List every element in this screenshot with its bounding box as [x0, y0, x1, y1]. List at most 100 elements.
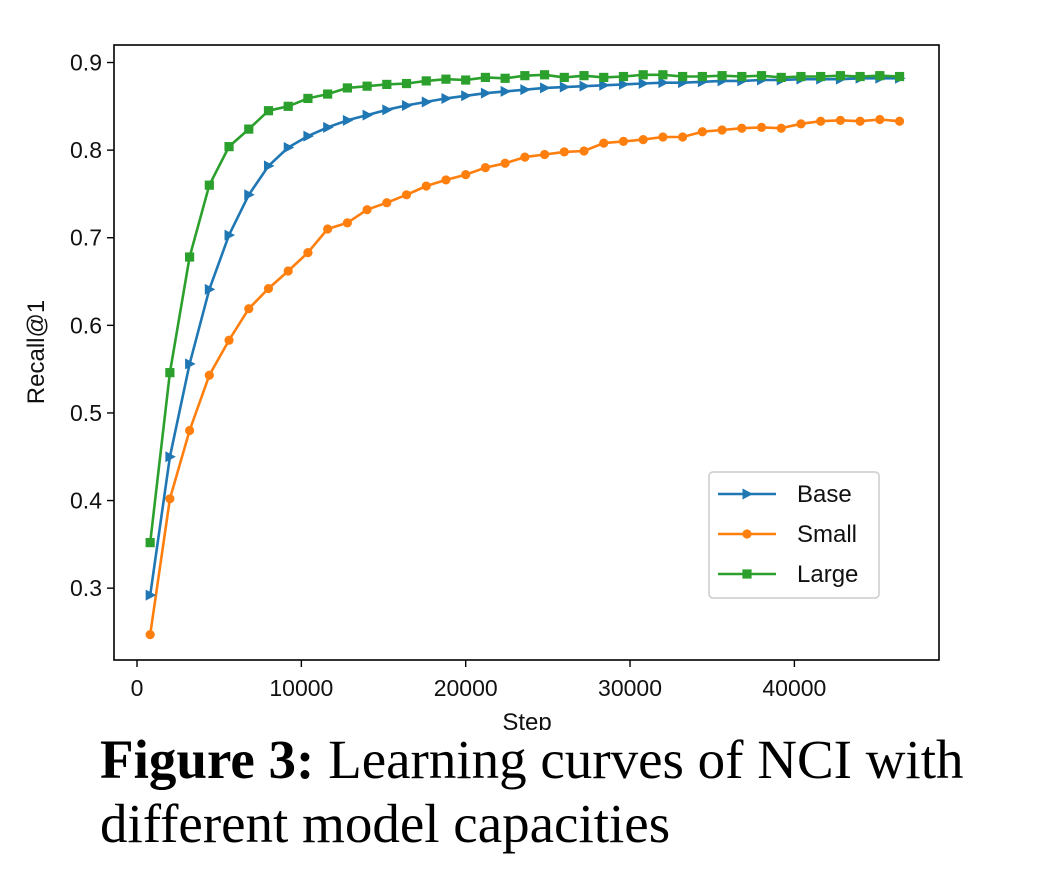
caption-text: Learning curves of NCI with different mo…	[100, 729, 964, 854]
data-point-base	[441, 92, 452, 104]
data-point-small	[796, 119, 806, 129]
y-axis-label: Recall@1	[23, 300, 50, 404]
data-point-large	[224, 142, 234, 152]
data-point-base	[520, 84, 531, 96]
data-point-base	[323, 121, 334, 133]
data-point-base	[618, 78, 630, 90]
data-point-large	[579, 71, 589, 81]
data-point-large	[599, 72, 609, 83]
data-point-base	[224, 229, 236, 241]
data-point-large	[263, 106, 274, 116]
x-axis-label: Step	[502, 709, 551, 730]
y-tick-label: 0.7	[70, 225, 102, 251]
data-point-large	[539, 70, 550, 80]
data-point-base	[461, 90, 472, 102]
data-point-small	[480, 163, 491, 173]
data-point-large	[559, 72, 569, 83]
legend-item-base: Base	[718, 481, 852, 508]
x-axis: 0 10000 20000 30000 40000	[131, 660, 826, 701]
data-point-small	[678, 132, 688, 142]
data-point-large	[480, 72, 491, 83]
data-point-small	[539, 149, 550, 160]
data-point-large	[441, 74, 451, 84]
y-tick-label: 0.6	[70, 312, 102, 338]
data-point-large	[756, 71, 767, 81]
data-point-base	[362, 109, 374, 121]
data-point-large	[244, 124, 254, 134]
legend-marker-small	[742, 529, 752, 539]
y-tick-label: 0.3	[70, 575, 102, 601]
data-point-large	[382, 79, 392, 90]
data-point-small	[165, 494, 175, 504]
data-point-small	[441, 175, 451, 185]
data-point-base	[559, 81, 571, 93]
y-tick-label: 0.4	[70, 488, 102, 514]
data-point-small	[816, 116, 826, 126]
data-point-large	[401, 78, 412, 89]
data-point-large	[816, 71, 826, 82]
data-point-base	[540, 82, 551, 94]
series-layer	[145, 70, 906, 640]
x-tick-label: 10000	[269, 675, 333, 701]
data-point-base	[382, 104, 393, 116]
data-point-small	[835, 115, 845, 125]
data-point-small	[303, 248, 313, 258]
data-point-base	[283, 142, 295, 153]
legend-marker-base	[742, 488, 753, 500]
data-point-large	[342, 83, 352, 93]
data-point-large	[323, 89, 333, 99]
legend: Base Small Large	[708, 471, 880, 599]
data-point-small	[204, 370, 214, 380]
data-point-large	[737, 71, 747, 82]
data-point-large	[500, 73, 510, 83]
data-point-large	[520, 71, 530, 81]
data-point-small	[737, 123, 747, 133]
data-point-large	[717, 71, 727, 81]
plot-frame	[113, 44, 940, 661]
legend-label-small: Small	[797, 521, 857, 548]
legend-marker-large	[742, 569, 752, 579]
data-point-large	[362, 81, 372, 91]
data-point-base	[185, 358, 196, 370]
data-point-small	[658, 132, 668, 142]
data-point-small	[599, 138, 609, 148]
data-point-large	[461, 75, 471, 85]
data-point-small	[776, 123, 786, 133]
data-point-large	[894, 71, 905, 82]
data-point-base	[145, 589, 157, 601]
data-point-base	[658, 77, 669, 89]
data-point-large	[875, 71, 885, 81]
x-tick-label: 20000	[434, 675, 498, 701]
x-tick-label: 40000	[762, 675, 826, 701]
data-point-small	[697, 127, 707, 137]
legend-label-large: Large	[797, 561, 858, 588]
data-point-large	[618, 71, 629, 82]
data-point-large	[796, 71, 806, 82]
data-point-small	[283, 266, 293, 276]
legend-label-base: Base	[797, 481, 852, 508]
data-point-large	[145, 538, 155, 548]
data-point-large	[678, 71, 688, 82]
data-point-large	[776, 72, 786, 83]
data-point-small	[559, 147, 569, 157]
data-point-base	[263, 160, 275, 172]
legend-item-small: Small	[718, 521, 857, 548]
y-axis: 0.3 0.4 0.5 0.6 0.7 0.8 0.9	[70, 50, 114, 601]
y-tick-label: 0.9	[70, 50, 102, 76]
data-point-small	[421, 181, 431, 191]
data-point-base	[480, 87, 492, 99]
data-point-small	[500, 158, 510, 168]
data-point-small	[894, 116, 905, 126]
data-point-base	[204, 283, 216, 295]
data-point-small	[638, 135, 648, 145]
data-point-small	[579, 146, 589, 156]
data-point-small	[342, 218, 352, 228]
x-tick-label: 30000	[598, 675, 662, 701]
data-point-small	[875, 114, 885, 125]
data-point-large	[283, 101, 293, 111]
data-point-small	[520, 152, 530, 162]
data-point-large	[184, 252, 195, 262]
data-point-small	[756, 122, 767, 132]
data-point-small	[224, 335, 234, 345]
data-point-large	[697, 71, 707, 82]
